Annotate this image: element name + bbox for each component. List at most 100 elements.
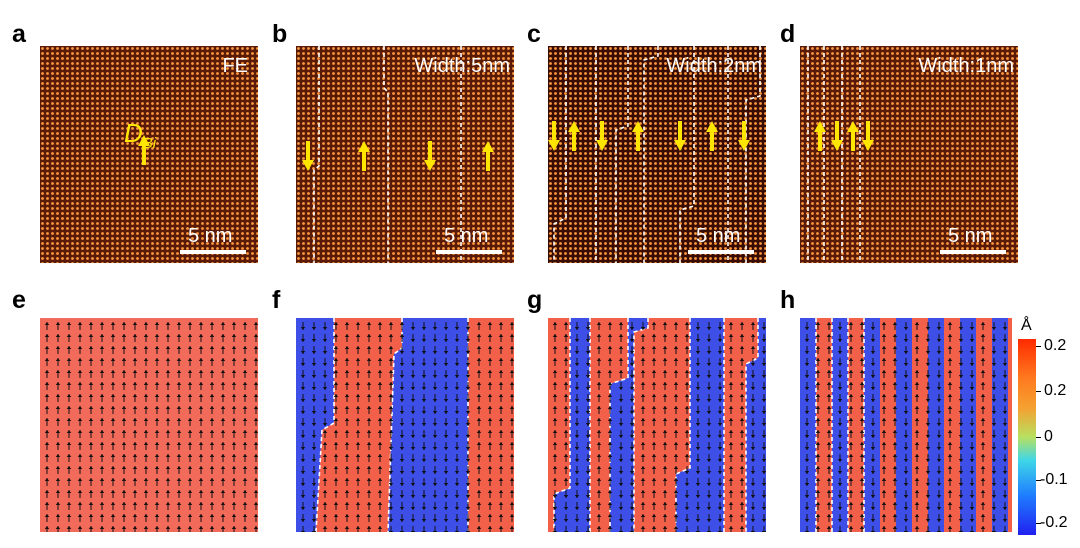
domain-wall <box>553 318 571 532</box>
domain-wall <box>679 46 695 263</box>
domain-wall <box>609 318 629 532</box>
polarization-up-arrow <box>358 141 370 171</box>
haadf-image-b: Width:5nm 5 nm <box>296 46 514 263</box>
up-domain-region <box>944 318 960 532</box>
scale-bar-a <box>180 250 246 254</box>
colorbar-unit: Å <box>1021 317 1032 334</box>
colorbar <box>1018 339 1036 535</box>
scale-bar-b <box>436 250 502 254</box>
up-domain-region <box>1008 318 1012 532</box>
dbi-symbol-main: D <box>124 118 143 148</box>
displacement-vectors <box>804 322 1008 532</box>
domain-wall <box>615 46 629 263</box>
polarization-up-arrow <box>706 121 718 151</box>
lattice-image-c <box>548 46 766 263</box>
up-domain-region <box>976 318 992 532</box>
panel-label-g: g <box>527 286 543 314</box>
domain-wall <box>383 46 389 263</box>
up-domain-region <box>40 318 258 532</box>
scale-label-d: 5 nm <box>948 225 993 247</box>
vector-map-e <box>40 318 258 532</box>
domain-wall <box>313 46 320 263</box>
image-tag-d: Width:1nm <box>918 55 1014 77</box>
dbi-symbol: DBi <box>124 120 156 151</box>
domain-wall <box>745 46 761 263</box>
polarization-up-arrow <box>847 121 859 151</box>
atomic-lattice <box>548 46 766 263</box>
polarization-down-arrow <box>302 141 314 171</box>
down-domain-region <box>554 318 590 532</box>
displacement-vectors <box>300 322 514 532</box>
vector-map-g <box>548 318 766 532</box>
scale-bar-c <box>688 250 754 254</box>
down-domain-region <box>896 318 912 532</box>
polarization-map-g <box>548 318 766 532</box>
atomic-lattice <box>40 46 258 263</box>
domain-wall <box>315 318 335 532</box>
polarization-up-arrow <box>568 121 580 151</box>
up-domain-region <box>724 318 758 532</box>
up-domain-region <box>880 318 896 532</box>
colorbar-tick-label: 0 <box>1044 428 1053 445</box>
panel-label-e: e <box>12 286 26 314</box>
polarization-down-arrow <box>596 121 608 151</box>
down-domain-region <box>388 318 468 532</box>
image-tag-c: Width:2nm <box>666 55 762 77</box>
down-domain-region <box>864 318 880 532</box>
panel-label-a: a <box>12 20 26 48</box>
polarization-down-arrow <box>674 121 686 151</box>
colorbar-tick-label: -0.1 <box>1040 471 1068 488</box>
colorbar-tick <box>1036 346 1041 347</box>
up-domain-region <box>548 318 570 532</box>
polarization-up-arrow <box>814 121 826 151</box>
polarization-up-arrow <box>138 135 150 165</box>
panel-label-c: c <box>527 20 541 48</box>
domain-wall <box>643 46 659 263</box>
polarization-down-arrow <box>738 121 750 151</box>
haadf-image-c: Width:2nm 5 nm <box>548 46 766 263</box>
up-domain-region <box>912 318 928 532</box>
polarization-down-arrow <box>424 141 436 171</box>
lattice-image-b <box>296 46 514 263</box>
scale-label-b: 5 nm <box>444 225 489 247</box>
panel-label-b: b <box>272 20 288 48</box>
lattice-image-a <box>40 46 258 263</box>
scale-label-a: 5 nm <box>188 225 233 247</box>
colorbar-tick <box>1036 391 1041 392</box>
panel-label-f: f <box>272 286 281 314</box>
panel-label-d: d <box>780 20 796 48</box>
atomic-lattice <box>296 46 514 263</box>
lattice-image-d <box>800 46 1018 263</box>
polarization-up-arrow <box>482 141 494 171</box>
colorbar-tick <box>1036 437 1041 438</box>
atomic-lattice <box>800 46 1018 263</box>
vector-map-f <box>296 318 514 532</box>
down-domain-region <box>800 318 816 532</box>
colorbar-tick-label: 0.2 <box>1044 337 1067 354</box>
haadf-image-a: FE DBi 5 nm <box>40 46 258 263</box>
colorbar-tick-label: 0.2 <box>1044 382 1067 399</box>
down-domain-region <box>960 318 976 532</box>
domain-wall <box>553 46 567 263</box>
displacement-vectors <box>552 322 766 532</box>
polarization-map-e <box>40 318 258 532</box>
scale-label-c: 5 nm <box>696 225 741 247</box>
colorbar-tick <box>1036 523 1041 524</box>
image-tag-a: FE <box>222 55 248 77</box>
up-domain-region <box>468 318 514 532</box>
dbi-symbol-sub: Bi <box>142 135 157 153</box>
displacement-vectors <box>44 322 258 532</box>
scale-bar-d <box>940 250 1006 254</box>
colorbar-tick <box>1036 480 1041 481</box>
polarization-map-f <box>296 318 514 532</box>
polarization-down-arrow <box>831 121 843 151</box>
polarization-map-h <box>800 318 1012 532</box>
panel-label-h: h <box>780 286 796 314</box>
down-domain-region <box>610 318 648 532</box>
polarization-down-arrow <box>862 121 874 151</box>
polarization-down-arrow <box>548 121 560 151</box>
polarization-up-arrow <box>632 121 644 151</box>
domain-wall <box>633 318 649 532</box>
down-domain-region <box>928 318 944 532</box>
down-domain-region <box>746 318 766 532</box>
